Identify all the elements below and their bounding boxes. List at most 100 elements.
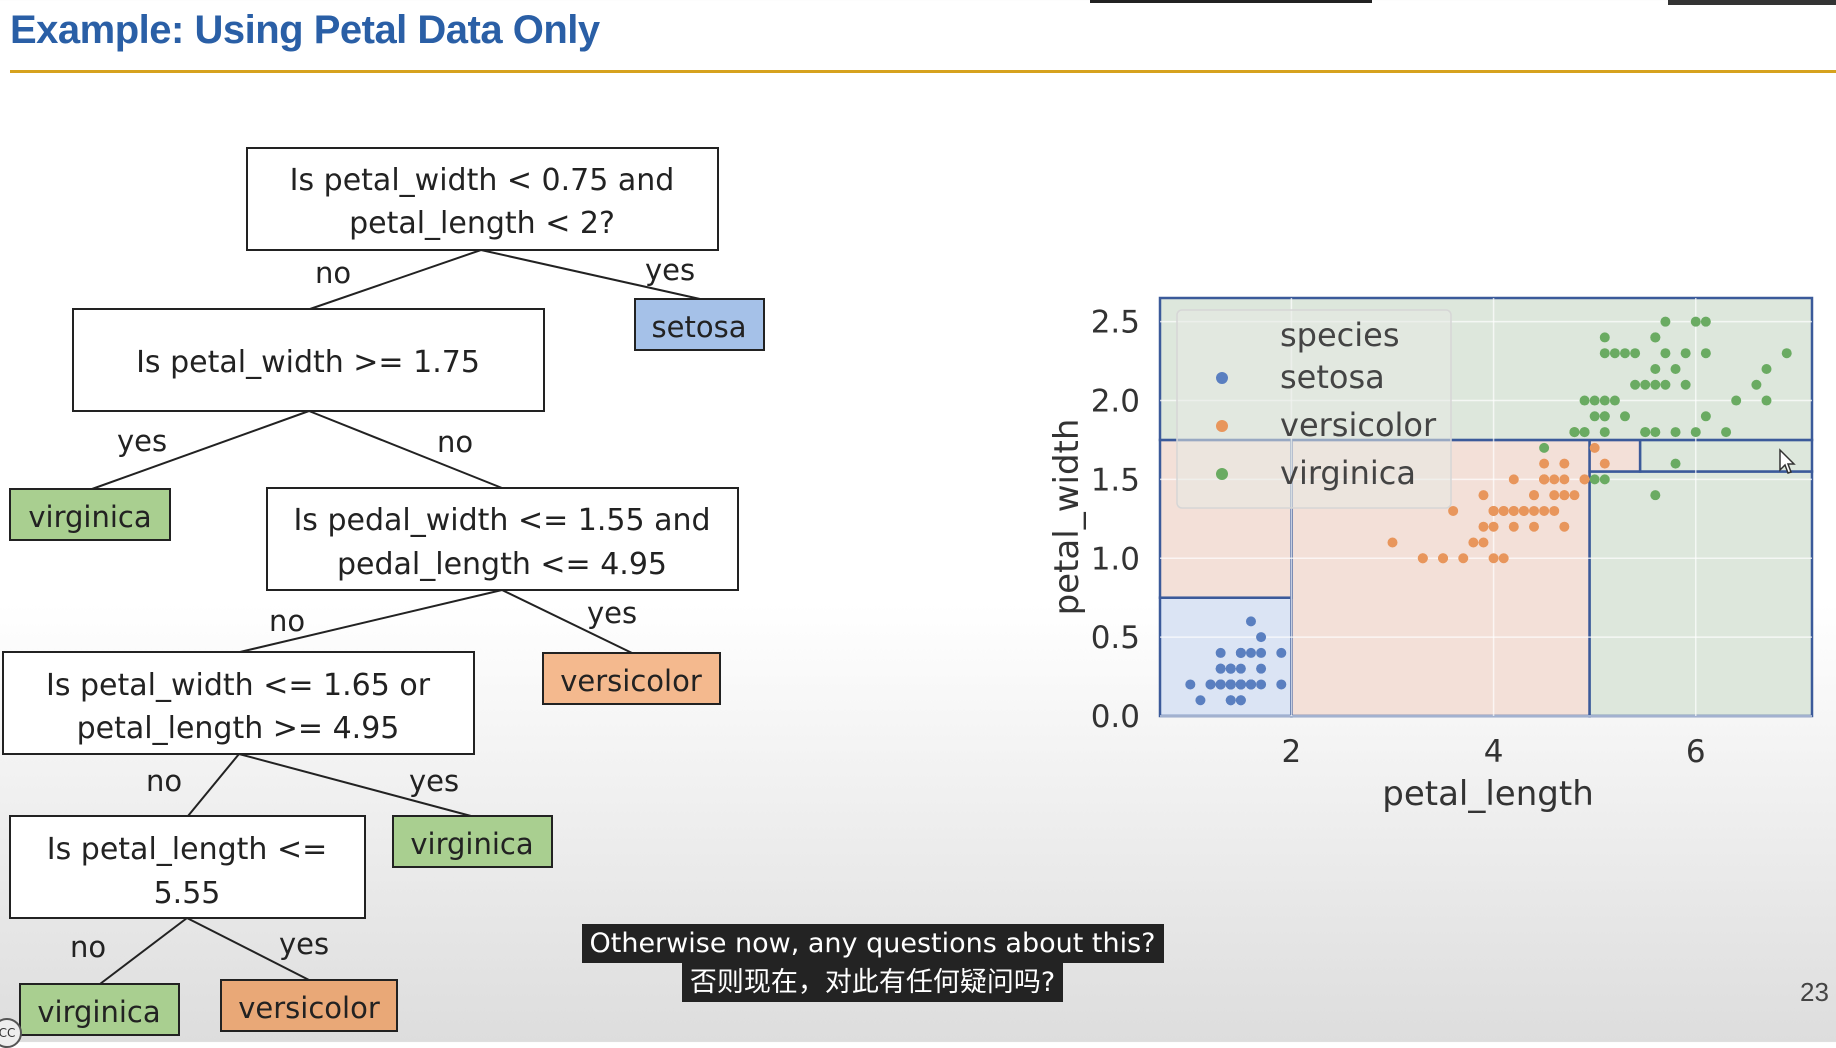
tree-edge — [238, 753, 472, 817]
tree-node-q1: Is petal_width < 0.75 and petal_length <… — [246, 147, 719, 251]
data-point-setosa — [1225, 679, 1236, 690]
data-point-versicolor — [1539, 474, 1550, 485]
data-point-virginica — [1640, 379, 1651, 390]
leaf-versicolor-2-label: versicolor — [238, 991, 380, 1025]
data-point-virginica — [1579, 427, 1590, 438]
leaf-setosa-label: setosa — [652, 310, 747, 344]
data-point-versicolor — [1529, 490, 1540, 501]
data-point-virginica — [1690, 427, 1701, 438]
data-point-versicolor — [1458, 553, 1469, 564]
data-point-versicolor — [1559, 458, 1570, 469]
node-q2-line1: Is petal_width >= 1.75 — [136, 345, 480, 380]
edge-label-q2-yes: yes — [117, 424, 167, 458]
data-point-versicolor — [1438, 553, 1449, 564]
data-point-setosa — [1235, 695, 1246, 706]
data-point-virginica — [1599, 332, 1610, 343]
data-point-virginica — [1609, 348, 1620, 359]
data-point-versicolor — [1559, 490, 1570, 501]
data-point-virginica — [1579, 395, 1590, 406]
x-axis-ticks: 2 4 6 — [1282, 734, 1706, 770]
data-point-versicolor — [1549, 490, 1560, 501]
tree-edge — [309, 249, 482, 310]
leaf-versicolor-1-label: versicolor — [560, 664, 702, 698]
data-point-virginica — [1680, 348, 1691, 359]
edge-label-q1-yes: yes — [645, 253, 695, 287]
data-point-setosa — [1256, 663, 1267, 674]
data-point-versicolor — [1508, 505, 1519, 516]
data-point-virginica — [1619, 348, 1630, 359]
data-point-setosa — [1245, 616, 1256, 627]
data-point-setosa — [1276, 647, 1287, 658]
tree-edge — [308, 410, 503, 489]
tree-leaf-versicolor-2: versicolor — [220, 979, 398, 1032]
edge-label-q1-no: no — [315, 256, 351, 290]
data-point-setosa — [1256, 679, 1267, 690]
tree-edge — [187, 753, 240, 817]
decision-region-virginica — [1588, 470, 1814, 718]
edge-label-q3-no: no — [269, 604, 305, 638]
node-q3-line1: Is pedal_width <= 1.55 and — [293, 503, 710, 538]
leaf-virginica-1-label: virginica — [28, 500, 151, 534]
data-point-setosa — [1215, 679, 1226, 690]
data-point-virginica — [1599, 348, 1610, 359]
data-point-versicolor — [1539, 505, 1550, 516]
data-point-versicolor — [1478, 490, 1489, 501]
data-point-virginica — [1630, 348, 1641, 359]
legend-title: species — [1280, 316, 1400, 354]
data-point-virginica — [1599, 427, 1610, 438]
tree-leaf-setosa: setosa — [634, 298, 765, 351]
data-point-versicolor — [1417, 553, 1428, 564]
data-point-setosa — [1215, 663, 1226, 674]
data-point-setosa — [1185, 679, 1196, 690]
data-point-virginica — [1670, 363, 1681, 374]
legend-box — [1176, 309, 1452, 509]
data-point-versicolor — [1549, 505, 1560, 516]
data-point-virginica — [1700, 411, 1711, 422]
data-point-virginica — [1599, 411, 1610, 422]
data-point-virginica — [1700, 316, 1711, 327]
data-point-versicolor — [1579, 474, 1590, 485]
y-axis-label: petal_width — [1047, 419, 1087, 616]
tree-leaf-virginica-3: virginica — [19, 983, 180, 1036]
y-axis-ticks: 0.0 0.5 1.0 1.5 2.0 2.5 — [1091, 305, 1140, 735]
caption-line-chinese: 否则现在，对此有任何疑问吗? — [681, 963, 1064, 1002]
data-point-virginica — [1731, 395, 1742, 406]
data-point-virginica — [1640, 427, 1651, 438]
tree-leaf-virginica-1: virginica — [9, 488, 171, 541]
data-point-versicolor — [1529, 521, 1540, 532]
data-point-virginica — [1650, 363, 1661, 374]
data-point-versicolor — [1508, 521, 1519, 532]
y-tick-label: 1.0 — [1091, 541, 1140, 577]
data-point-versicolor — [1448, 505, 1459, 516]
data-point-virginica — [1569, 427, 1580, 438]
tree-leaf-versicolor-1: versicolor — [542, 652, 721, 705]
data-point-virginica — [1670, 427, 1681, 438]
data-point-virginica — [1589, 395, 1600, 406]
data-point-versicolor — [1549, 474, 1560, 485]
y-tick-label: 2.0 — [1091, 384, 1140, 420]
data-point-virginica — [1761, 363, 1772, 374]
node-q5-line1: Is petal_length <= — [47, 832, 327, 867]
data-point-setosa — [1256, 632, 1267, 643]
tree-edge — [239, 589, 503, 653]
legend-entry-virginica: virginica — [1280, 454, 1416, 492]
x-axis-label: petal_length — [1382, 774, 1594, 814]
data-point-setosa — [1245, 647, 1256, 658]
data-point-setosa — [1225, 663, 1236, 674]
data-point-setosa — [1245, 679, 1256, 690]
y-tick-label: 0.0 — [1091, 699, 1140, 735]
legend-entry-versicolor: versicolor — [1280, 406, 1437, 444]
node-q5-line2: 5.55 — [154, 876, 221, 911]
tree-edge — [480, 249, 701, 300]
chart-legend: species setosa versicolor virginica — [1176, 309, 1452, 509]
subtitle-captions: Otherwise now, any questions about this?… — [0, 924, 1745, 1002]
tree-node-q4: Is petal_width <= 1.65 or petal_length >… — [2, 651, 475, 755]
data-point-versicolor — [1478, 537, 1489, 548]
data-point-versicolor — [1559, 474, 1570, 485]
data-point-virginica — [1650, 379, 1661, 390]
data-point-versicolor — [1529, 505, 1540, 516]
decision-region-setosa — [1158, 596, 1293, 718]
edge-label-q5-yes: yes — [279, 927, 329, 961]
